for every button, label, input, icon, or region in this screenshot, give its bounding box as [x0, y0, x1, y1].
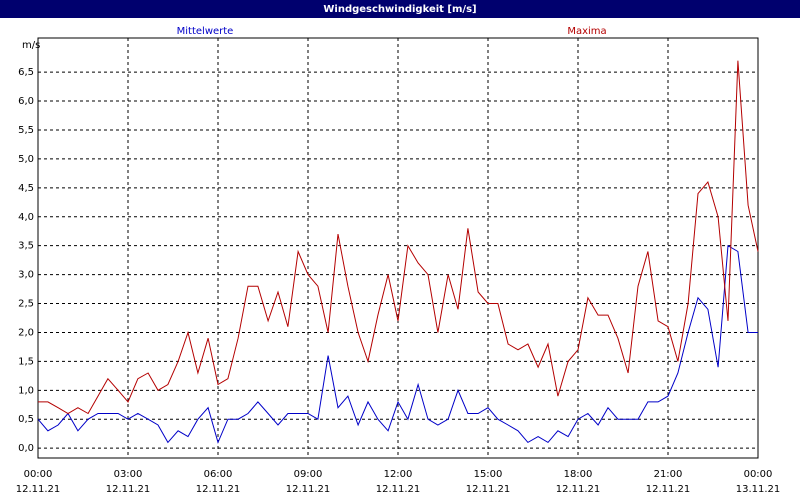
y-tick-label: 4,0 [18, 212, 34, 223]
x-tick-date: 13.11.21 [736, 484, 781, 495]
y-tick-label: 1,5 [18, 356, 34, 367]
chart-title: Windgeschwindigkeit [m/s] [323, 4, 476, 15]
x-tick-date: 12.11.21 [16, 484, 61, 495]
y-tick-label: 5,5 [18, 125, 34, 136]
y-tick-label: 4,5 [18, 183, 34, 194]
x-tick-date: 12.11.21 [556, 484, 601, 495]
y-tick-label: 3,0 [18, 270, 34, 281]
x-tick-label: 15:00 [474, 469, 503, 480]
x-tick-label: 06:00 [204, 469, 233, 480]
x-tick-date: 12.11.21 [286, 484, 331, 495]
x-tick-label: 18:00 [564, 469, 593, 480]
y-tick-label: 0,0 [18, 443, 34, 454]
x-tick-label: 00:00 [24, 469, 53, 480]
x-tick-date: 12.11.21 [646, 484, 691, 495]
x-tick-label: 09:00 [294, 469, 323, 480]
y-tick-label: 3,5 [18, 241, 34, 252]
y-tick-label: 6,0 [18, 96, 34, 107]
x-tick-date: 12.11.21 [196, 484, 241, 495]
x-tick-label: 12:00 [384, 469, 413, 480]
y-tick-label: 5,0 [18, 154, 34, 165]
x-tick-date: 12.11.21 [106, 484, 151, 495]
x-tick-label: 21:00 [654, 469, 683, 480]
y-tick-label: 2,0 [18, 327, 34, 338]
y-tick-label: 0,5 [18, 414, 34, 425]
x-tick-date: 12.11.21 [376, 484, 421, 495]
data-line [38, 60, 759, 415]
y-tick-label: 1,0 [18, 385, 34, 396]
title-bar [0, 0, 800, 18]
data-line [37, 244, 758, 444]
y-axis-label: m/s [22, 40, 40, 51]
x-tick-label: 03:00 [114, 469, 143, 480]
legend-entry: Mittelwerte [177, 26, 234, 37]
y-tick-label: 6,5 [18, 67, 34, 78]
x-tick-date: 12.11.21 [466, 484, 511, 495]
y-tick-label: 2,5 [18, 299, 34, 310]
legend-entry: Maxima [567, 26, 606, 37]
x-tick-label: 00:00 [744, 469, 773, 480]
